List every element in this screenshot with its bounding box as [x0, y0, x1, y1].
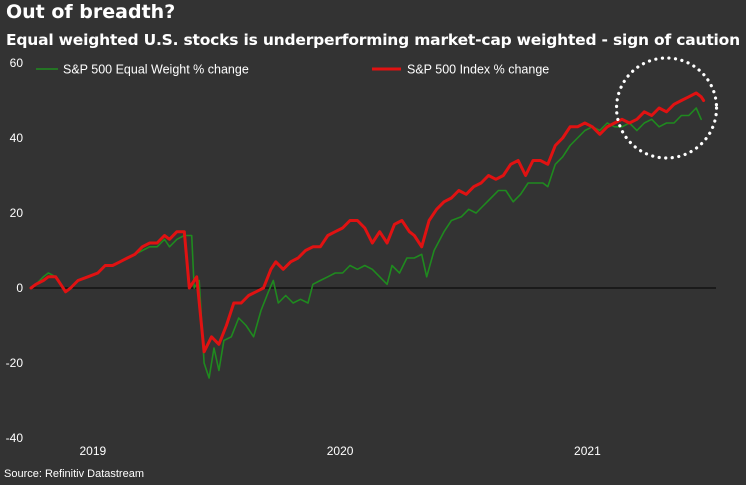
y-tick-label: 20	[10, 206, 24, 220]
y-tick-label: -40	[6, 431, 24, 445]
x-axis: 2019 2020 2021	[79, 444, 601, 458]
legend: S&P 500 Equal Weight % change S&P 500 Ind…	[36, 63, 549, 77]
series-layer	[29, 91, 706, 379]
x-tick-label: 2021	[574, 444, 601, 458]
y-tick-label: 60	[10, 56, 24, 70]
x-tick-label: 2020	[327, 444, 354, 458]
series-line-index	[29, 91, 706, 354]
chart-title: Out of breadth?	[6, 1, 176, 23]
chart-subtitle: Equal weighted U.S. stocks is underperfo…	[6, 31, 740, 49]
y-tick-label: 0	[16, 281, 23, 295]
annotation-layer	[614, 56, 719, 160]
legend-label: S&P 500 Index % change	[407, 63, 549, 77]
source-note: Source: Refinitiv Datastream	[4, 468, 144, 480]
legend-label: S&P 500 Equal Weight % change	[63, 63, 249, 77]
series-line-equal-weight	[30, 107, 702, 379]
x-tick-label: 2019	[79, 444, 106, 458]
annotation-dotted-circle	[614, 56, 719, 160]
y-tick-label: -20	[6, 356, 24, 370]
y-axis: -40 -20 0 20 40 60	[6, 56, 24, 445]
y-tick-label: 40	[10, 131, 24, 145]
